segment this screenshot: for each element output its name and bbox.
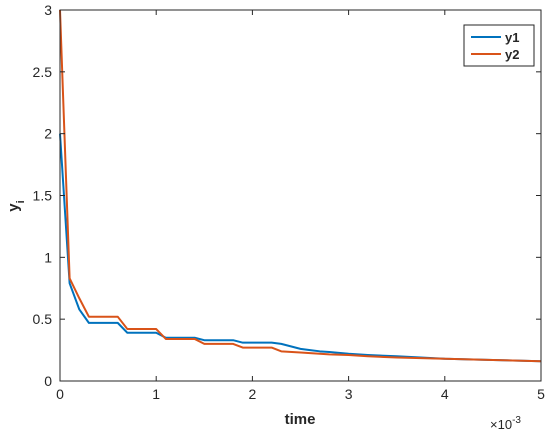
series-layer [59, 9, 542, 363]
y-tick-label: 2 [44, 126, 52, 142]
x-axis-exponent: ×10-3 [490, 415, 521, 432]
x-tick-label: 0 [56, 386, 64, 402]
series-line-y2 [59, 9, 542, 363]
x-tick-label: 4 [441, 386, 449, 402]
y-tick-label: 1.5 [33, 188, 53, 204]
y-tick-label: 3 [44, 2, 52, 18]
legend-box [463, 24, 535, 67]
plot-background [60, 10, 541, 381]
y-tick-label: 0 [44, 373, 52, 389]
axes-layer: 0 1 2 3 4 5 0 0.5 1 1.5 2 2.5 3 [33, 2, 546, 402]
y-axis-label: yi [5, 200, 27, 211]
y-tick-label: 1 [44, 249, 52, 265]
x-axis-exponent-base: ×10 [490, 417, 512, 432]
x-tick-label: 3 [345, 386, 353, 402]
x-tick-label: 2 [249, 386, 257, 402]
y-tick-label: 2.5 [33, 64, 53, 80]
plot-area [60, 10, 541, 381]
x-tick-label: 5 [537, 386, 545, 402]
series-line-y1 [59, 133, 542, 363]
x-axis-label: time [285, 411, 316, 428]
y-tick-label: 0.5 [33, 311, 53, 327]
x-axis-exponent-power: -3 [512, 415, 521, 426]
x-tick-label: 1 [152, 386, 160, 402]
legend-label-y2: y2 [505, 47, 519, 62]
legend-label-y1: y1 [505, 30, 519, 45]
y-axis-label-main: y [5, 203, 22, 212]
y-axis-label-subscript: i [15, 200, 27, 203]
